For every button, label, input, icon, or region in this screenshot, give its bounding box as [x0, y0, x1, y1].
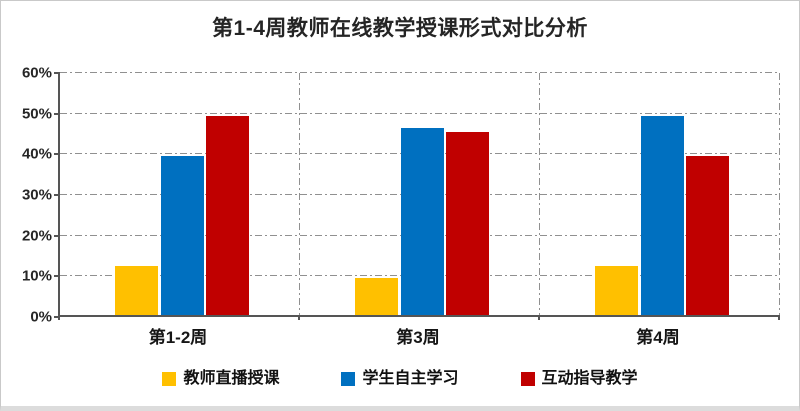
gridline-horizontal	[60, 112, 778, 114]
y-axis-tick	[54, 275, 60, 278]
bar-教师直播授课-第1-2周	[115, 266, 158, 315]
y-axis-tick-label: 10%	[21, 267, 52, 285]
x-axis-tick	[778, 315, 780, 320]
y-axis-tick-label: 30%	[21, 186, 52, 204]
bar-教师直播授课-第4周	[595, 266, 638, 315]
legend-swatch-icon	[162, 372, 177, 386]
x-axis-category-label: 第4周	[636, 328, 680, 347]
y-axis-tick	[54, 194, 60, 196]
bar-互动指导教学-第4周	[686, 156, 729, 315]
bar-学生自主学习-第3周	[401, 128, 444, 315]
gridline-vertical	[779, 73, 780, 315]
x-axis-category-label: 第1-2周	[148, 328, 208, 347]
legend-swatch-icon	[520, 372, 535, 386]
y-axis-tick-label: 50%	[21, 105, 52, 123]
legend-label: 互动指导教学	[541, 370, 638, 387]
x-axis-category-label: 第3周	[396, 328, 440, 347]
chart-title: 第1-4周教师在线教学授课形式对比分析	[212, 17, 588, 40]
bar-互动指导教学-第1-2周	[206, 116, 249, 315]
y-axis-tick	[54, 112, 60, 115]
legend: 教师直播授课 学生自主学习 互动指导教学	[1, 371, 799, 387]
legend-label: 学生自主学习	[362, 370, 459, 387]
bar-教师直播授课-第3周	[355, 278, 398, 315]
legend-label: 教师直播授课	[183, 370, 280, 387]
y-axis-tick	[54, 153, 60, 156]
x-axis-tick	[298, 315, 300, 320]
plot-area: 0% 10% 20% 30% 40% 50% 60%	[22, 66, 780, 325]
bar-学生自主学习-第4周	[641, 116, 684, 315]
y-axis-tick	[54, 72, 60, 74]
gridline-vertical	[299, 73, 300, 315]
y-axis-tick-label: 0%	[30, 308, 52, 326]
gridline-horizontal	[60, 72, 778, 73]
y-axis-tick-label: 20%	[21, 227, 52, 245]
y-axis-tick-label: 40%	[21, 145, 52, 163]
y-axis-tick	[54, 234, 60, 237]
legend-item: 互动指导教学	[520, 370, 638, 387]
gridline-vertical	[539, 73, 540, 315]
legend-item: 教师直播授课	[162, 371, 279, 387]
legend-swatch-icon	[341, 372, 356, 386]
x-axis-tick	[538, 315, 540, 320]
bar-学生自主学习-第1-2周	[161, 156, 204, 315]
x-axis-tick	[58, 315, 60, 320]
y-axis-tick	[54, 316, 60, 318]
x-axis-labels: 第1-2周 第3周 第4周	[58, 323, 778, 348]
bar-互动指导教学-第3周	[446, 132, 489, 315]
legend-item: 学生自主学习	[341, 370, 459, 387]
y-axis-tick-label: 60%	[21, 64, 52, 82]
